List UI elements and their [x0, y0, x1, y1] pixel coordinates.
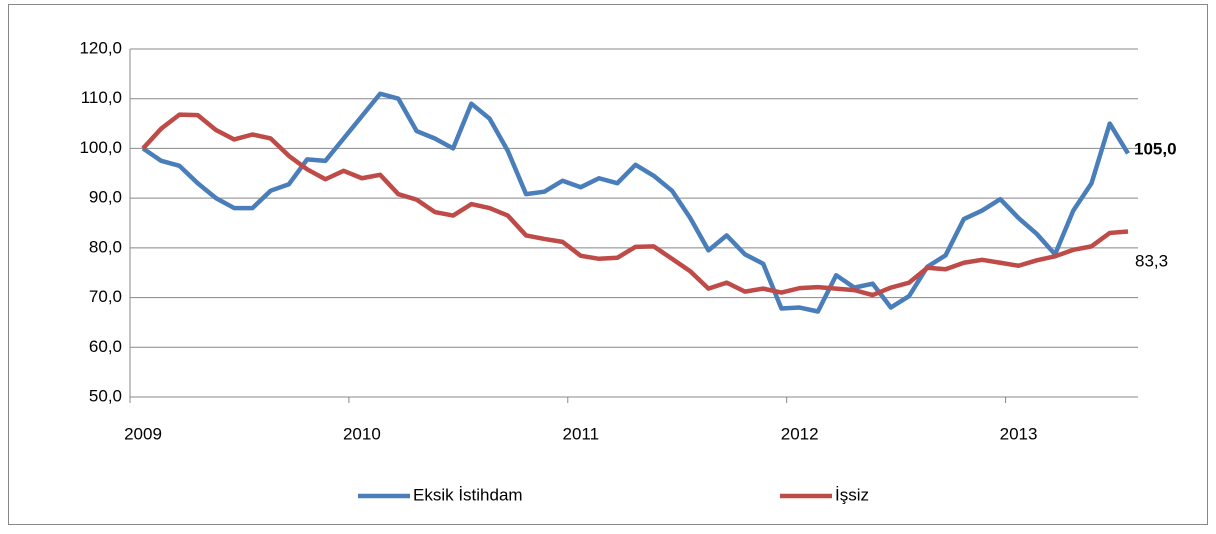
y-tick-label: 50,0: [89, 386, 122, 405]
x-tick-label: 2013: [1000, 424, 1038, 443]
legend-label: İşsiz: [835, 485, 869, 504]
x-tick-label: 2012: [781, 424, 819, 443]
data-label: 105,0: [1134, 139, 1177, 158]
y-tick-label: 90,0: [89, 188, 122, 207]
y-tick-label: 70,0: [89, 287, 122, 306]
x-tick-label: 2009: [124, 424, 162, 443]
y-tick-label: 110,0: [81, 88, 122, 107]
y-tick-label: 80,0: [89, 237, 122, 256]
series-line: [141, 112, 1129, 298]
series-line: [141, 91, 1130, 314]
x-tick-label: 2011: [562, 424, 599, 443]
y-tick-label: 120,0: [79, 38, 122, 57]
y-tick-label: 100,0: [79, 138, 122, 157]
data-label: 83,3: [1135, 251, 1168, 270]
x-tick-label: 2010: [343, 424, 381, 443]
y-tick-label: 60,0: [89, 337, 122, 356]
legend-label: Eksik İstihdam: [413, 485, 523, 504]
